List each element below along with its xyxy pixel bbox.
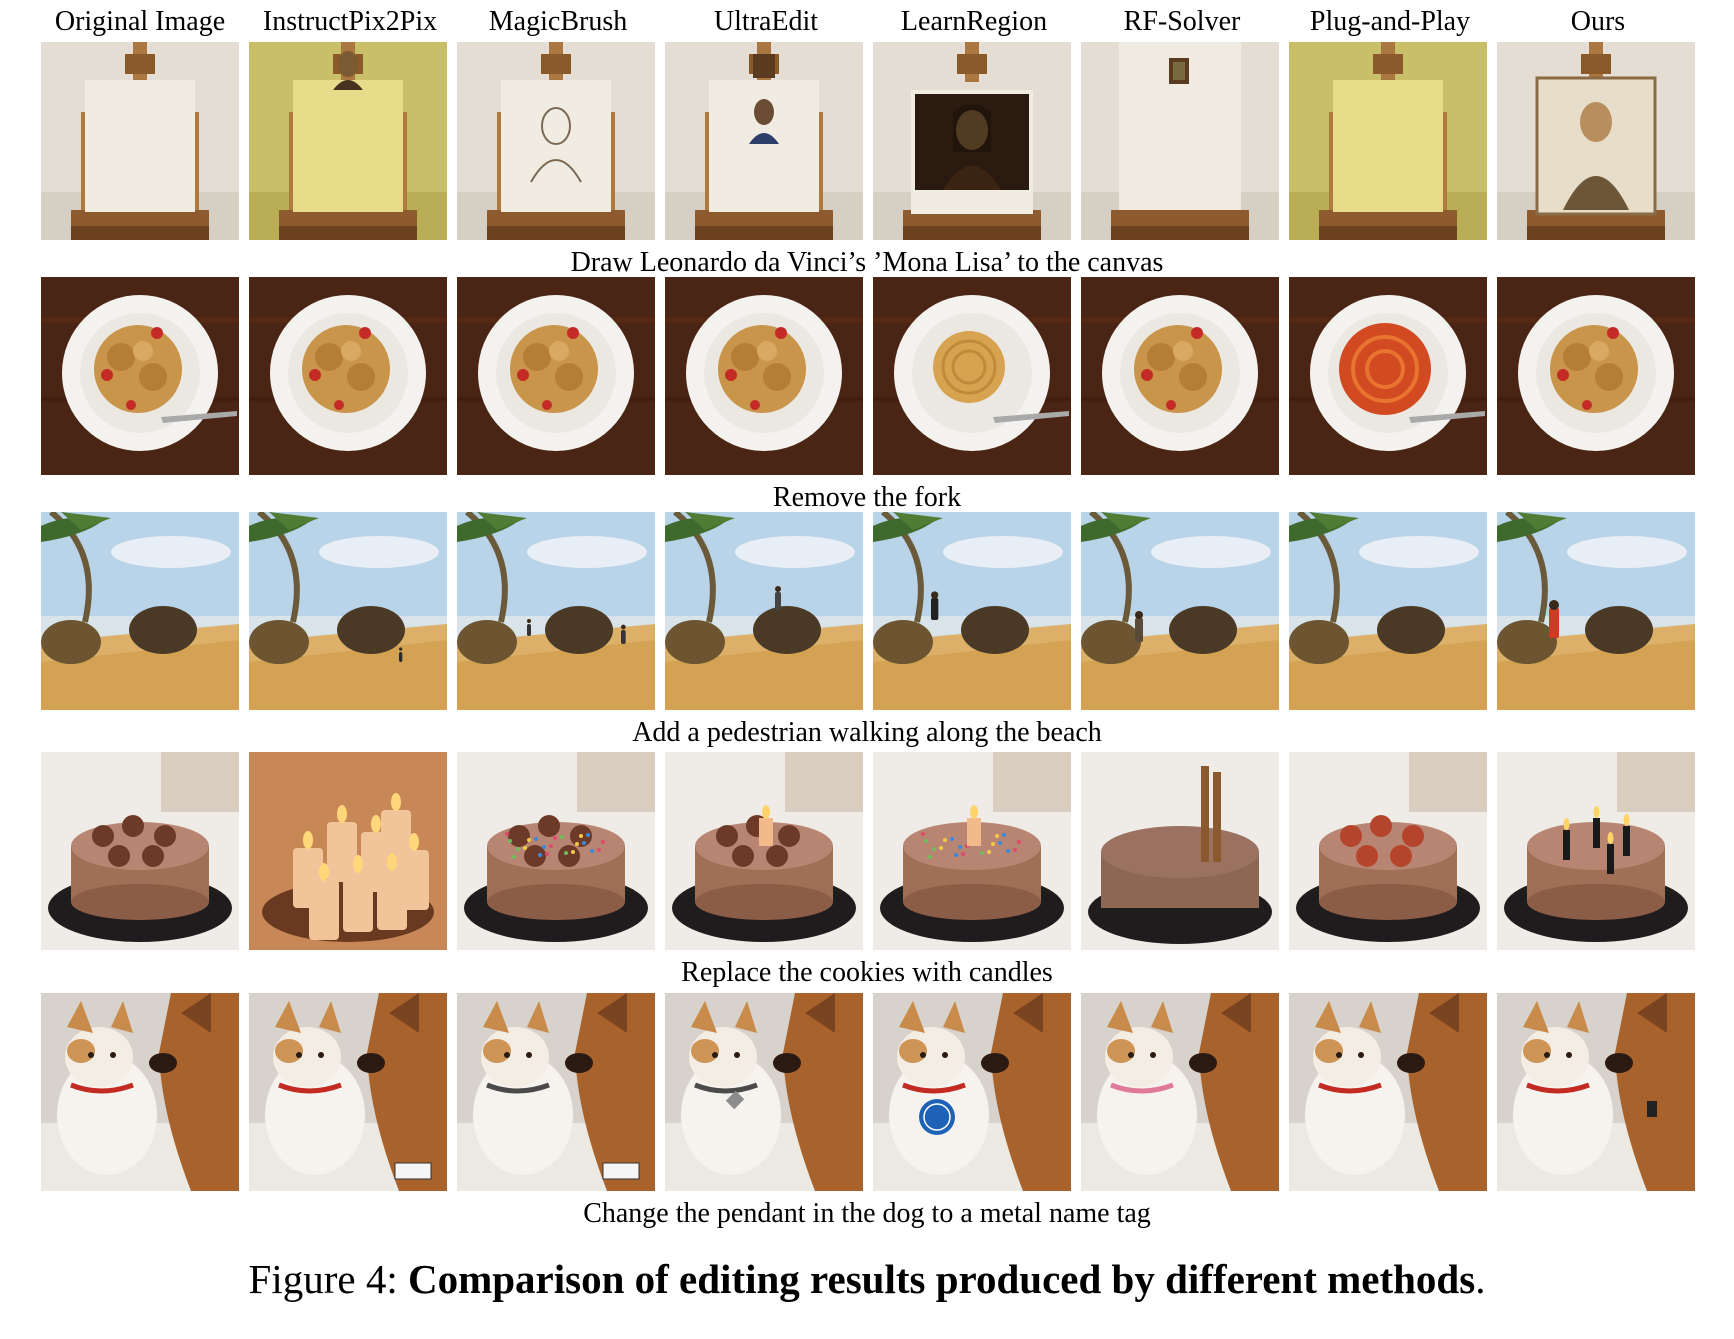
figure-caption-end: . [1475, 1256, 1486, 1302]
thumbnail-easel-5 [1081, 42, 1279, 240]
thumbnail-easel-2 [457, 42, 655, 240]
row-caption-pasta: Remove the fork [772, 482, 962, 513]
thumbnail-beach-5 [1081, 512, 1279, 710]
figure-title: Comparison of editing results produced b… [407, 1256, 1476, 1302]
thumbnail-beach-0 [41, 512, 239, 710]
thumbnail-easel-7 [1497, 42, 1695, 240]
column-header-instructpix2pix: InstructPix2Pix [262, 6, 438, 37]
row-caption-pets: Change the pendant in the dog to a metal… [583, 1198, 1151, 1229]
thumbnail-easel-6 [1289, 42, 1487, 240]
thumbnail-beach-6 [1289, 512, 1487, 710]
thumbnail-pasta-6 [1289, 277, 1487, 475]
thumbnail-beach-4 [873, 512, 1071, 710]
row-caption-beach: Add a pedestrian walking along the beach [632, 717, 1102, 748]
thumbnail-cake-2 [457, 752, 655, 950]
thumbnail-pets-6 [1289, 993, 1487, 1191]
thumbnail-cake-1 [249, 752, 447, 950]
thumbnail-pasta-1 [249, 277, 447, 475]
thumbnail-pets-4 [873, 993, 1071, 1191]
image-row-cake [0, 752, 1734, 950]
thumbnail-easel-1 [249, 42, 447, 240]
thumbnail-pasta-3 [665, 277, 863, 475]
column-header-magicbrush: MagicBrush [488, 6, 628, 37]
thumbnail-pets-1 [249, 993, 447, 1191]
row-caption-easel: Draw Leonardo da Vinci’s ’Mona Lisa’ to … [570, 247, 1164, 278]
thumbnail-pets-2 [457, 993, 655, 1191]
thumbnail-pasta-2 [457, 277, 655, 475]
thumbnail-easel-0 [41, 42, 239, 240]
thumbnail-pets-5 [1081, 993, 1279, 1191]
image-row-easel [0, 42, 1734, 240]
thumbnail-easel-3 [665, 42, 863, 240]
column-header-learnregion: LearnRegion [900, 6, 1048, 37]
thumbnail-pasta-4 [873, 277, 1071, 475]
thumbnail-pets-0 [41, 993, 239, 1191]
column-header-ultraedit: UltraEdit [713, 6, 819, 37]
image-row-pasta [0, 277, 1734, 475]
thumbnail-beach-7 [1497, 512, 1695, 710]
thumbnail-cake-4 [873, 752, 1071, 950]
thumbnail-easel-4 [873, 42, 1071, 240]
image-row-beach [0, 512, 1734, 710]
figure-caption: Figure 4: Comparison of editing results … [0, 1254, 1734, 1304]
thumbnail-cake-3 [665, 752, 863, 950]
thumbnail-pasta-7 [1497, 277, 1695, 475]
thumbnail-pets-3 [665, 993, 863, 1191]
thumbnail-pasta-5 [1081, 277, 1279, 475]
thumbnail-cake-6 [1289, 752, 1487, 950]
image-row-pets [0, 993, 1734, 1191]
figure-label: Figure 4: [248, 1256, 398, 1302]
thumbnail-cake-5 [1081, 752, 1279, 950]
thumbnail-beach-3 [665, 512, 863, 710]
column-header-plug-and-play: Plug-and-Play [1309, 6, 1471, 37]
thumbnail-beach-1 [249, 512, 447, 710]
column-header-original: Original Image [54, 6, 226, 37]
thumbnail-pasta-0 [41, 277, 239, 475]
row-caption-cake: Replace the cookies with candles [681, 957, 1053, 988]
thumbnail-cake-0 [41, 752, 239, 950]
thumbnail-pets-7 [1497, 993, 1695, 1191]
column-header-rf-solver: RF-Solver [1123, 6, 1241, 37]
thumbnail-beach-2 [457, 512, 655, 710]
thumbnail-cake-7 [1497, 752, 1695, 950]
column-header-ours: Ours [1570, 6, 1626, 37]
